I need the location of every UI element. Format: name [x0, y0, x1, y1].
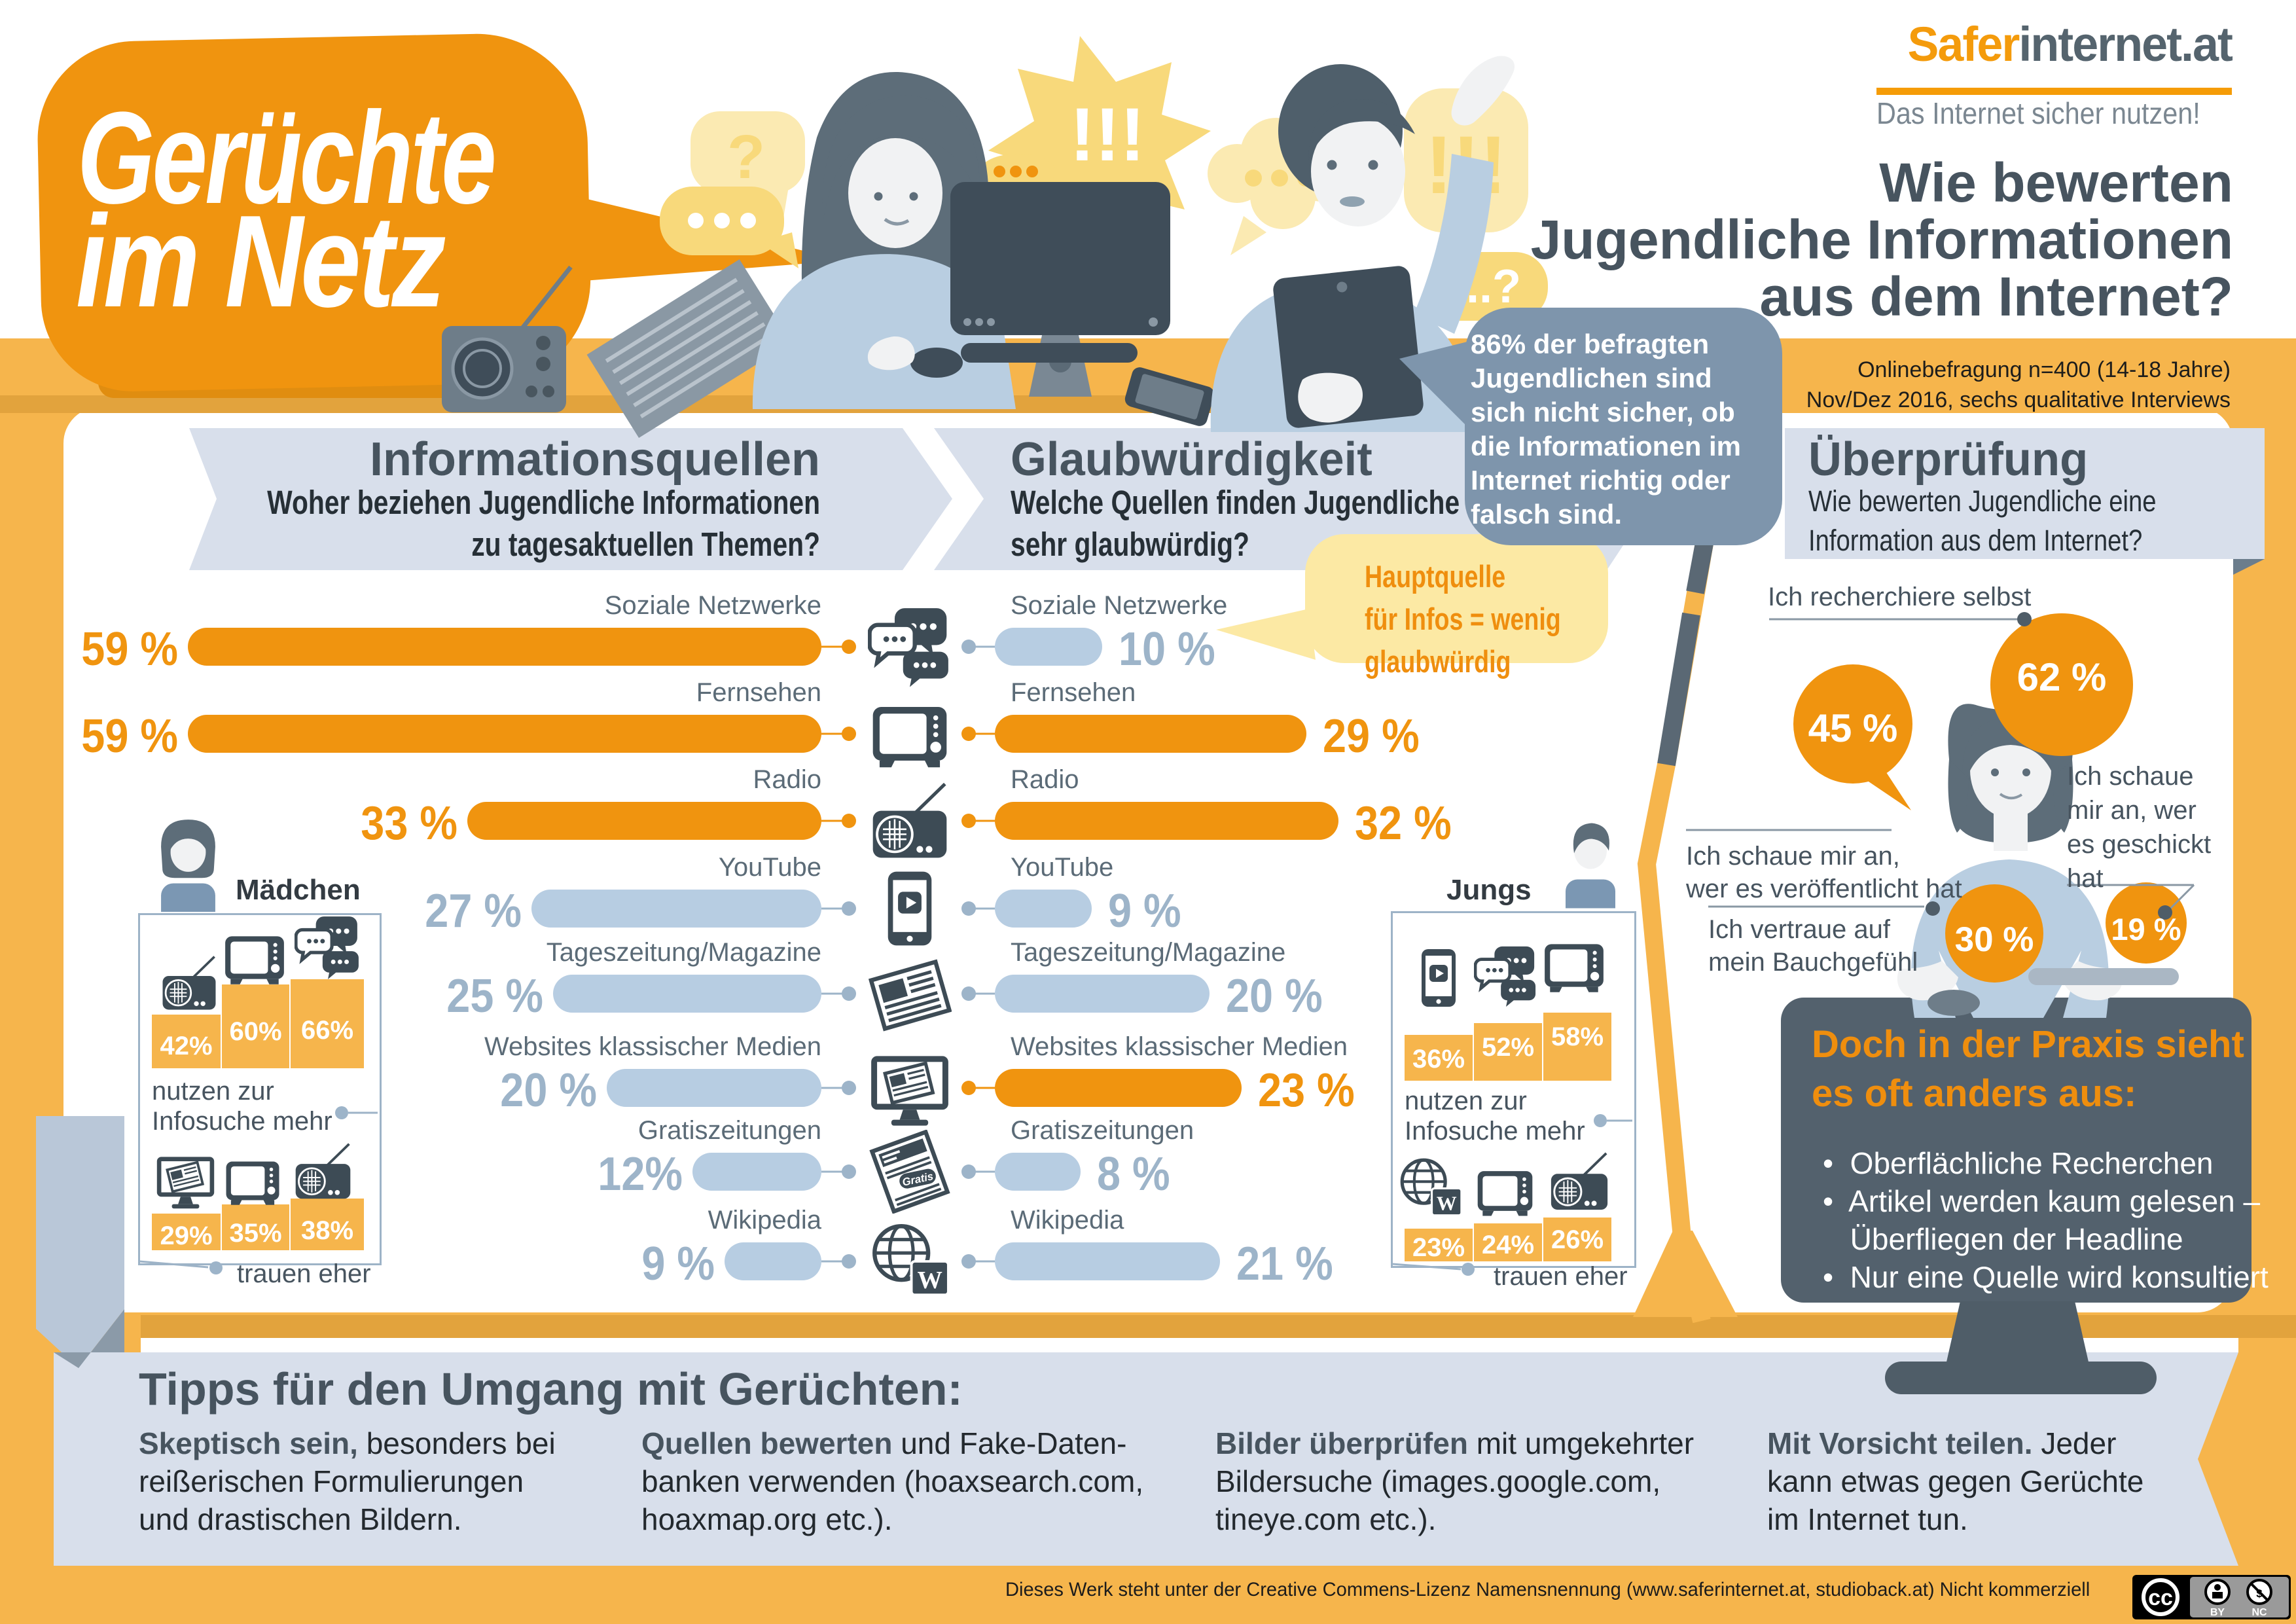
svg-text:BY: BY: [2210, 1607, 2225, 1618]
svg-text:NC: NC: [2251, 1607, 2267, 1618]
svg-text:$: $: [2256, 1587, 2263, 1600]
svg-text:cc: cc: [2148, 1585, 2173, 1610]
svg-text:!!!: !!!: [1070, 93, 1145, 177]
svg-text:?: ?: [727, 122, 765, 192]
